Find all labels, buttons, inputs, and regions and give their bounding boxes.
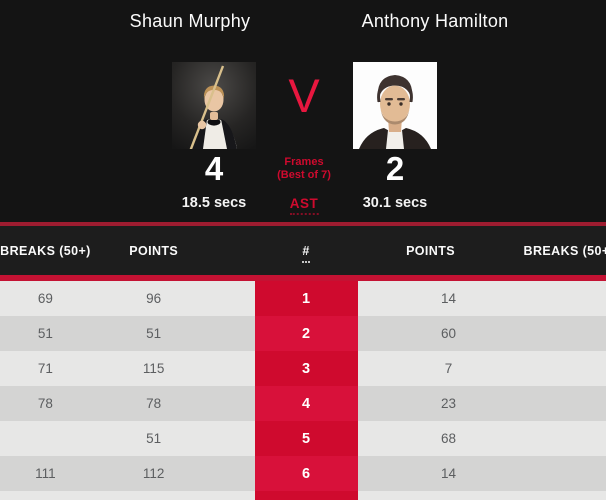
cell-frame-number: 4 xyxy=(254,386,358,421)
cell-breaks-left: 51 xyxy=(0,316,91,351)
cell-points-right: 60 xyxy=(357,316,524,351)
cell-points-right: 23 xyxy=(357,386,524,421)
cell-frame-number xyxy=(254,491,358,500)
cell-frame-number: 6 xyxy=(254,456,358,491)
cell-breaks-left: 111 xyxy=(0,456,91,491)
cell-points-right: 14 xyxy=(357,281,524,316)
table-row: 51 51 2 60 xyxy=(0,316,606,351)
column-header-breaks-left: BREAKS (50+) xyxy=(0,243,91,258)
cell-breaks-right xyxy=(523,281,606,316)
cell-points-left: 51 xyxy=(90,421,255,456)
table-row: 78 78 4 23 xyxy=(0,386,606,421)
cell-frame-number: 2 xyxy=(254,316,358,351)
cell-points-right: 68 xyxy=(357,421,524,456)
ast-label[interactable]: AST xyxy=(289,196,319,215)
frames-table-header: BREAKS (50+) POINTS # POINTS BREAKS (50+… xyxy=(0,226,606,275)
cell-points-right: 7 xyxy=(357,351,524,386)
frames-label-line2: (Best of 7) xyxy=(277,168,331,181)
cell-breaks-right xyxy=(523,351,606,386)
ast-abbreviation: AST xyxy=(289,196,319,215)
player2-frames-score: 2 xyxy=(385,150,405,187)
player1-frames-score: 4 xyxy=(204,150,224,187)
table-row xyxy=(0,491,606,500)
cell-breaks-right xyxy=(523,456,606,491)
cell-points-left: 112 xyxy=(90,456,255,491)
table-row: 71 115 3 7 xyxy=(0,351,606,386)
cell-breaks-left: 69 xyxy=(0,281,91,316)
frames-best-of-label: Frames (Best of 7) xyxy=(277,156,331,181)
player1-photo xyxy=(172,62,256,149)
anthony-hamilton-portrait-image xyxy=(353,62,437,149)
match-header: Shaun Murphy Anthony Hamilton xyxy=(0,0,606,222)
header-separator-line xyxy=(0,222,606,226)
cell-breaks-left xyxy=(0,491,91,500)
player2-name: Anthony Hamilton xyxy=(361,11,509,31)
cell-breaks-right xyxy=(523,421,606,456)
cell-frame-number: 5 xyxy=(254,421,358,456)
versus-label: V xyxy=(288,69,320,122)
table-row: 69 96 1 14 xyxy=(0,281,606,316)
frames-table: 69 96 1 14 51 51 2 60 71 115 3 7 78 78 4… xyxy=(0,281,606,500)
player1-name: Shaun Murphy xyxy=(129,11,251,31)
column-header-points-right: POINTS xyxy=(406,243,455,258)
cell-breaks-left: 78 xyxy=(0,386,91,421)
cell-points-left: 51 xyxy=(90,316,255,351)
column-header-frame-number[interactable]: # xyxy=(255,243,358,263)
player2-photo xyxy=(353,62,437,149)
cell-points-right: 14 xyxy=(357,456,524,491)
player2-avg-shot-time: 30.1 secs xyxy=(362,195,428,211)
cell-breaks-right xyxy=(523,316,606,351)
player1-avg-shot-time: 18.5 secs xyxy=(181,195,247,211)
cell-breaks-left: 71 xyxy=(0,351,91,386)
column-header-points-left: POINTS xyxy=(129,243,179,258)
cell-points-right xyxy=(357,491,524,500)
table-row: 111 112 6 14 xyxy=(0,456,606,491)
cell-points-left: 115 xyxy=(90,351,255,386)
cell-breaks-left xyxy=(0,421,91,456)
cell-points-left: 78 xyxy=(90,386,255,421)
cell-points-left: 96 xyxy=(90,281,255,316)
column-header-breaks-right: BREAKS (50+) xyxy=(523,243,606,258)
shaun-murphy-portrait-image xyxy=(172,62,256,149)
table-row: 51 5 68 xyxy=(0,421,606,456)
cell-frame-number: 1 xyxy=(254,281,358,316)
cell-points-left xyxy=(90,491,255,500)
frames-label-line1: Frames xyxy=(284,156,324,168)
frame-number-abbreviation: # xyxy=(302,243,310,263)
cell-breaks-right xyxy=(523,386,606,421)
cell-frame-number: 3 xyxy=(254,351,358,386)
cell-breaks-right xyxy=(523,491,606,500)
red-divider-bar xyxy=(0,275,606,281)
